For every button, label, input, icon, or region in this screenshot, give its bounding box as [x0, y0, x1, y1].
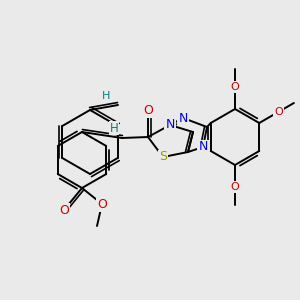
Text: O: O: [97, 197, 107, 211]
Text: H: H: [110, 122, 118, 134]
Text: O: O: [274, 107, 283, 117]
Text: O: O: [231, 182, 239, 192]
Text: S: S: [159, 151, 167, 164]
Text: O: O: [231, 82, 239, 92]
Text: O: O: [143, 103, 153, 116]
Text: N: N: [165, 118, 175, 131]
Text: H: H: [102, 91, 110, 101]
Text: N: N: [178, 112, 188, 124]
Text: N: N: [198, 140, 208, 154]
Text: O: O: [59, 203, 69, 217]
